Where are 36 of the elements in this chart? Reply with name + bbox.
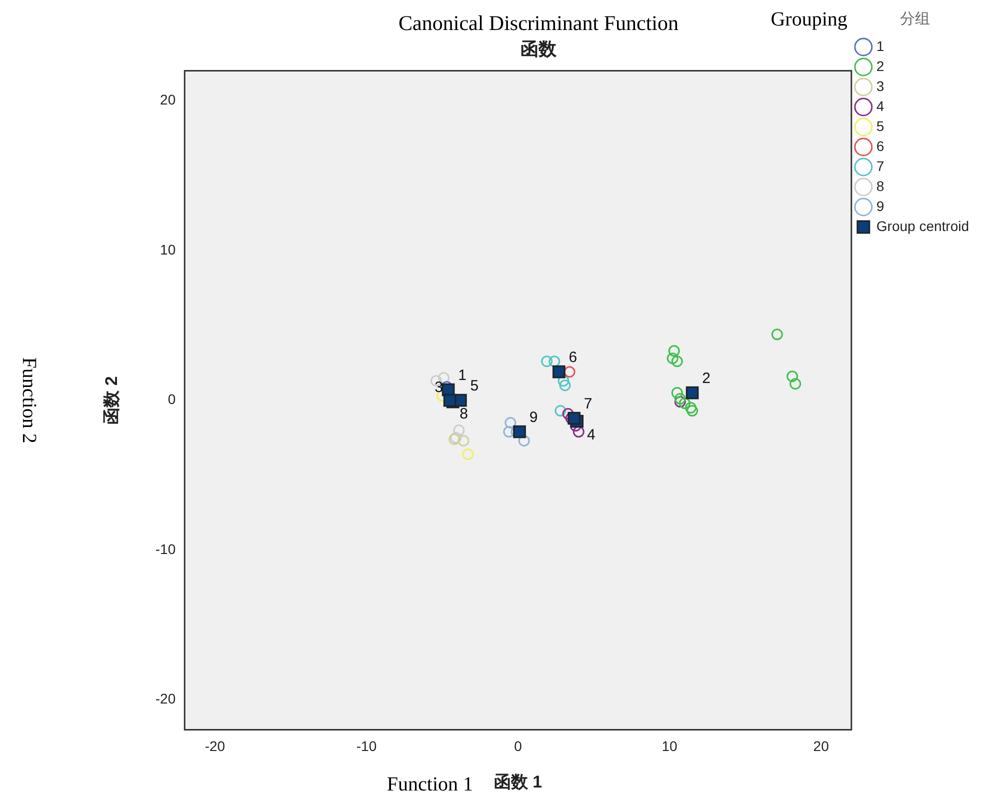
legend-label: 2 — [876, 58, 884, 74]
x-tick-label: -10 — [356, 738, 377, 754]
legend-label: Group centroid — [876, 218, 970, 234]
annotation: 6 — [568, 348, 578, 366]
annotation: 9 — [529, 408, 538, 426]
legend-label: 5 — [876, 118, 884, 134]
legend-label: 8 — [876, 178, 884, 194]
legend-label: 6 — [876, 138, 884, 154]
legend-label: 3 — [876, 78, 884, 94]
legend-label: 1 — [876, 38, 884, 54]
y-tick-label: -10 — [155, 540, 176, 557]
chart-title: Canonical Discriminant Function — [398, 11, 679, 36]
y-tick-label: -20 — [155, 690, 176, 707]
y-axis-title: 函数 2 — [102, 376, 121, 424]
y-tick-label: 0 — [168, 391, 176, 408]
legend-label: 7 — [876, 158, 884, 174]
text: Function 1 — [386, 773, 474, 796]
x-tick-label: 10 — [662, 738, 678, 754]
legend-label: 9 — [876, 198, 884, 214]
text: Grouping — [770, 8, 848, 30]
annotation: 7 — [584, 395, 592, 412]
annotation: 5 — [470, 377, 479, 394]
chart-subtitle: 函数 — [520, 38, 558, 59]
y-tick-label: 20 — [160, 92, 176, 108]
legend-label: 4 — [876, 98, 884, 114]
annotation: 2 — [702, 370, 710, 387]
annotation: 8 — [460, 405, 468, 422]
text: Function 2 — [18, 357, 40, 444]
y-tick-label: 10 — [160, 241, 176, 258]
legend-title: 分组 — [900, 10, 930, 28]
x-tick-label: 20 — [813, 738, 830, 754]
annotation: 1 — [458, 366, 466, 384]
x-tick-label: -20 — [204, 738, 226, 754]
x-axis-title: 函数 1 — [494, 772, 542, 792]
x-tick-label: 0 — [514, 738, 522, 754]
annotation: 4 — [586, 426, 596, 444]
